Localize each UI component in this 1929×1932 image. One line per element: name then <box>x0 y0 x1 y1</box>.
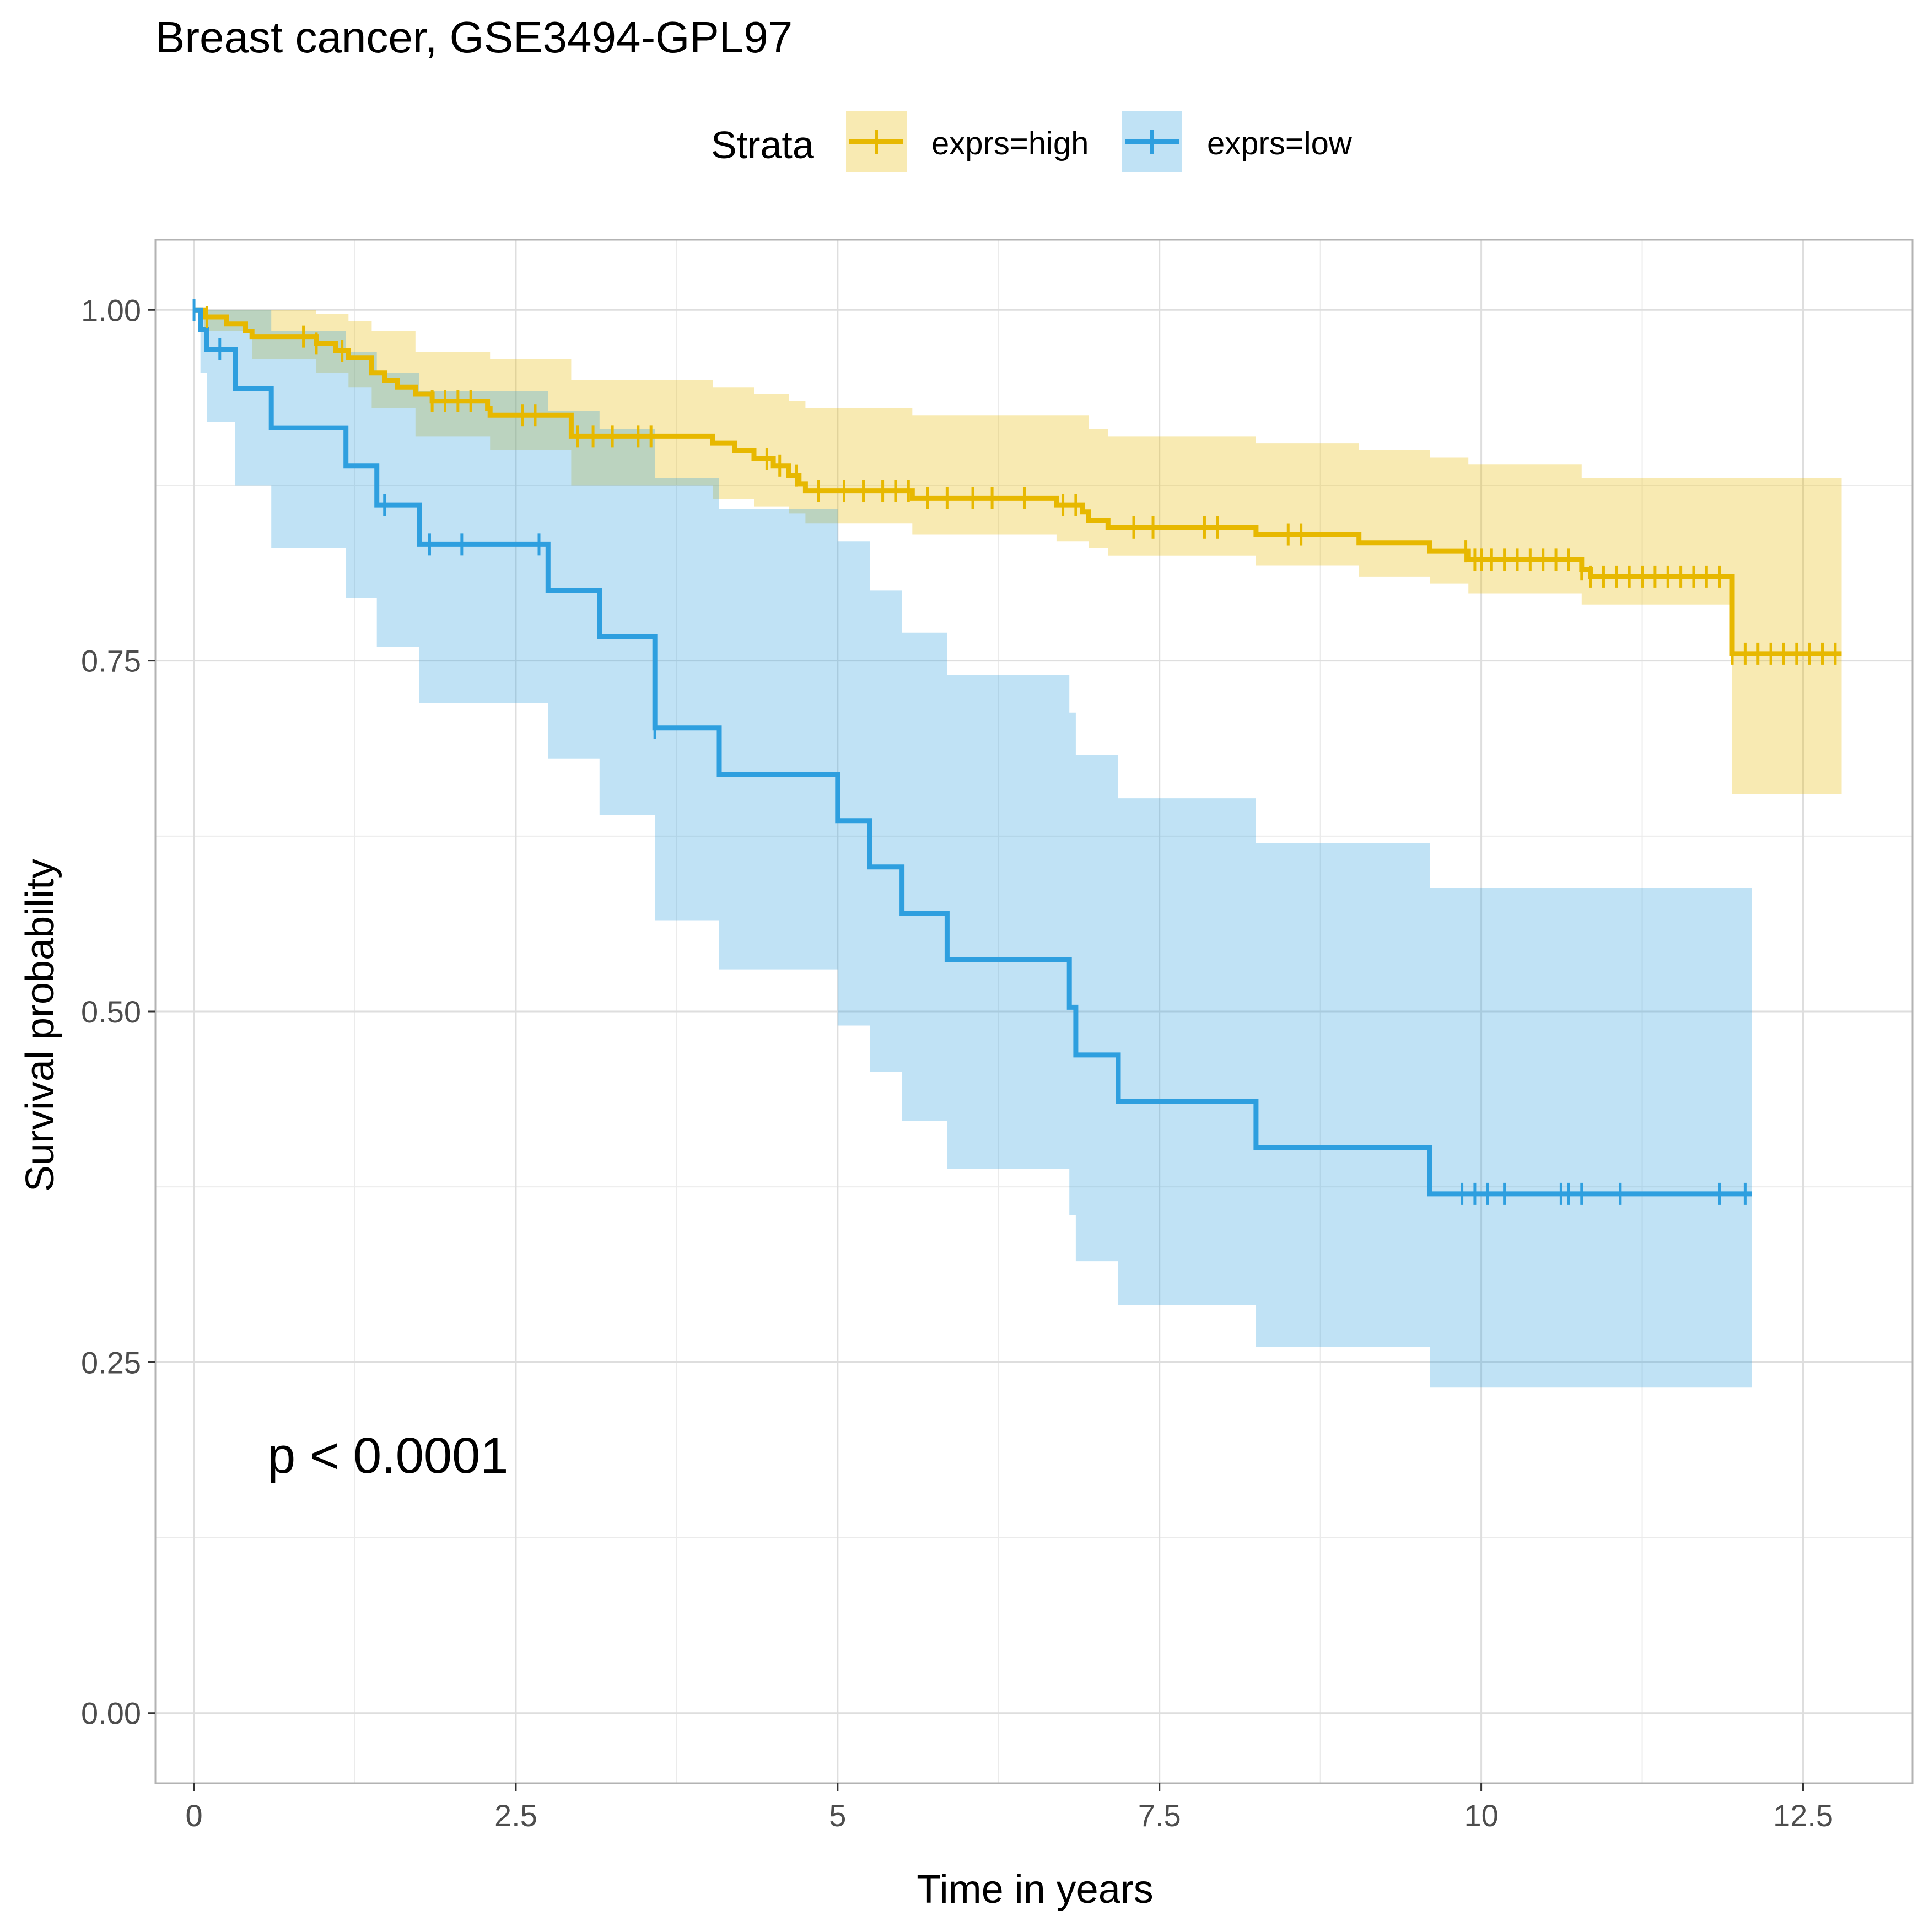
y-tick-label: 0.50 <box>81 994 141 1029</box>
y-axis-title: Survival probability <box>18 859 62 1192</box>
confidence-bands <box>194 310 1842 1388</box>
x-tick-label: 5 <box>829 1798 846 1833</box>
x-tick-label: 12.5 <box>1773 1798 1833 1833</box>
y-tick-label: 0.25 <box>81 1345 141 1380</box>
y-tick-label: 0.00 <box>81 1696 141 1731</box>
legend: Strata exprs=high exprs=low <box>711 111 1353 172</box>
chart-title: Breast cancer, GSE3494-GPL97 <box>155 13 793 62</box>
legend-label-high: exprs=high <box>931 126 1089 162</box>
axes: 0 2.5 5 7.5 10 12.5 0.00 0.25 0.50 0.75 1.00 <box>81 293 1833 1833</box>
legend-item-low: exprs=low <box>1122 111 1353 172</box>
confidence-band-high <box>194 310 1842 794</box>
x-axis-title: Time in years <box>917 1868 1153 1912</box>
confidence-band-low <box>194 310 1752 1388</box>
p-value-annotation: p < 0.0001 <box>267 1428 508 1484</box>
legend-title: Strata <box>711 123 814 166</box>
x-tick-label: 10 <box>1464 1798 1498 1833</box>
survival-curve-low <box>194 307 1752 1197</box>
legend-label-low: exprs=low <box>1207 126 1353 162</box>
legend-item-high: exprs=high <box>846 111 1089 172</box>
x-tick-label: 0 <box>185 1798 202 1833</box>
y-tick-label: 1.00 <box>81 293 141 327</box>
x-tick-label: 7.5 <box>1138 1798 1181 1833</box>
survival-curve-high <box>194 307 1842 656</box>
y-tick-label: 0.75 <box>81 644 141 679</box>
survival-curves <box>194 307 1842 1197</box>
x-tick-label: 2.5 <box>494 1798 537 1833</box>
censor-marks <box>192 299 1837 1205</box>
